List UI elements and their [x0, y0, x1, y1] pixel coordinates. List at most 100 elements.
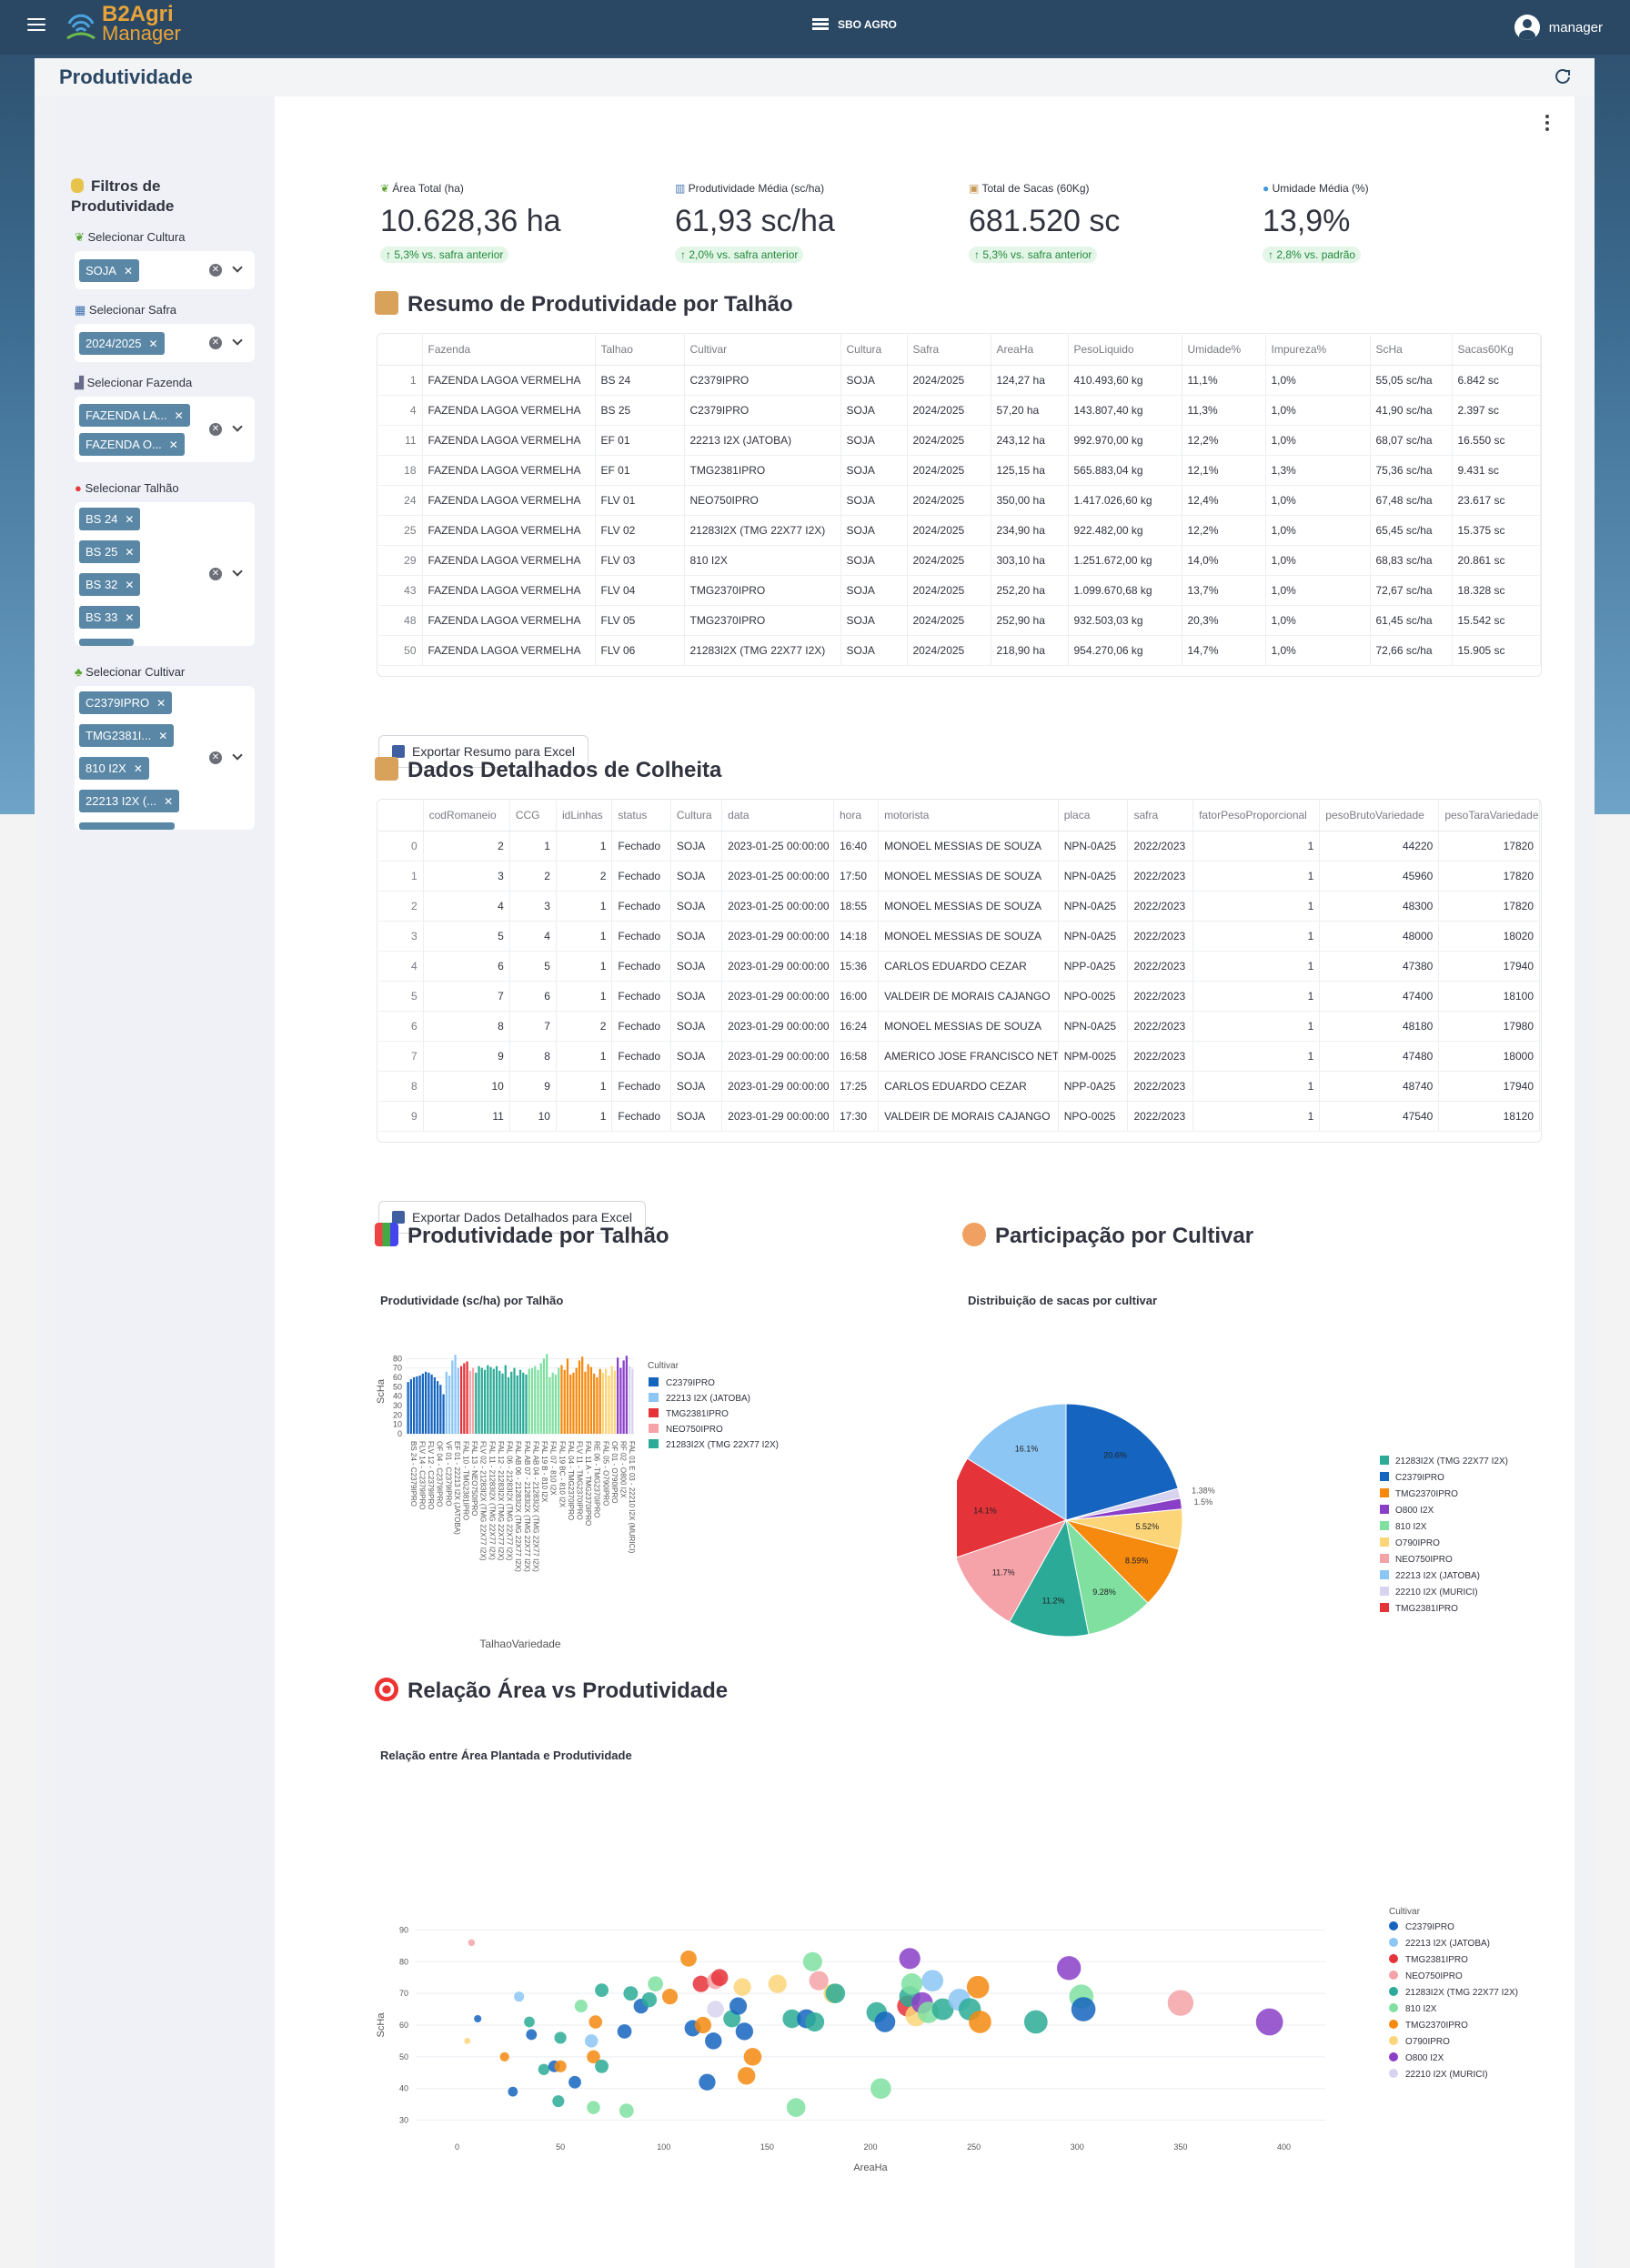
column-header[interactable]: motorista [878, 801, 1059, 832]
table-row[interactable]: 1 FAZENDA LAGOA VERMELHA BS 24 C2379IPRO SOJ… [378, 365, 1541, 396]
chip-talhao-2[interactable]: BS 25 ✕ [79, 540, 141, 563]
table-row[interactable]: 3 5 4 1 Fechado SOJA 2023-01-29 00:00:00 14:18 M… [378, 921, 1540, 952]
column-header[interactable] [378, 801, 424, 832]
remove-chip-icon[interactable]: ✕ [156, 697, 166, 710]
chip-safra[interactable]: 2024/2025 ✕ [79, 332, 165, 355]
column-header[interactable]: PesoLiquido [1068, 335, 1182, 366]
column-header[interactable]: AreaHa [991, 335, 1069, 366]
filter-safra-select[interactable]: 2024/2025 ✕ ✕ [75, 324, 255, 362]
clear-icon[interactable]: ✕ [209, 423, 222, 436]
clear-icon[interactable]: ✕ [209, 264, 222, 277]
detalhe-table[interactable]: codRomaneio CCG idLinhas status Cultura data h… [378, 801, 1540, 1132]
clear-icon[interactable]: ✕ [209, 337, 222, 349]
table-row[interactable]: 11 FAZENDA LAGOA VERMELHA EF 01 22213 I2X (… [378, 425, 1541, 456]
chip-fazenda-1[interactable]: FAZENDA LA... ✕ [79, 404, 190, 427]
resumo-table[interactable]: Fazenda Talhao Cultivar Cultura Safra AreaHa P… [378, 335, 1541, 666]
column-header[interactable]: codRomaneio [423, 801, 510, 832]
export-resumo-button[interactable]: Exportar Resumo para Excel [378, 735, 589, 768]
column-header[interactable]: Cultura [670, 801, 723, 832]
table-row[interactable]: 0 2 1 1 Fechado SOJA 2023-01-25 00:00:00 16:40 M… [378, 831, 1540, 862]
column-header[interactable]: CCG [509, 801, 557, 832]
filter-cultura-select[interactable]: SOJA ✕ ✕ [75, 251, 255, 289]
table-row[interactable]: 5 7 6 1 Fechado SOJA 2023-01-29 00:00:00 16:00 V… [378, 981, 1540, 1012]
table-row[interactable]: 29 FAZENDA LAGOA VERMELHA FLV 03 810 I2X SOJ… [378, 545, 1541, 576]
table-row[interactable]: 6 8 7 2 Fechado SOJA 2023-01-29 00:00:00 16:24 M… [378, 1011, 1540, 1042]
remove-chip-icon[interactable]: ✕ [125, 546, 135, 559]
chip-cultivar-1[interactable]: C2379IPRO ✕ [79, 691, 173, 714]
table-row[interactable]: 7 9 8 1 Fechado SOJA 2023-01-29 00:00:00 16:58 A… [378, 1041, 1540, 1072]
filter-fazenda-select[interactable]: FAZENDA LA... ✕ FAZENDA O... ✕ ✕ [75, 397, 255, 462]
column-header[interactable]: Cultivar [684, 335, 841, 366]
chevron-down-icon[interactable] [233, 751, 242, 761]
chevron-down-icon[interactable] [233, 568, 242, 577]
table-row[interactable]: 1 3 2 2 Fechado SOJA 2023-01-25 00:00:00 17:50 M… [378, 861, 1540, 892]
chip-talhao-4[interactable]: BS 33 ✕ [79, 606, 141, 629]
column-header[interactable]: fatorPesoProporcional [1192, 801, 1321, 832]
column-header[interactable]: idLinhas [556, 801, 613, 832]
user-menu[interactable]: manager [1514, 15, 1603, 40]
column-header[interactable]: pesoBrutoVariedade [1319, 801, 1440, 832]
column-header[interactable]: Impureza% [1265, 335, 1371, 366]
pie-chart[interactable]: 20.6% 1.38% 1.5% 5.52% 8.59% 9.28% 11.2% 11.7% 1… [957, 1343, 1557, 1643]
remove-chip-icon[interactable]: ✕ [164, 795, 174, 808]
chip-talhao-1[interactable]: BS 24 ✕ [79, 508, 141, 530]
chip-cultivar-4[interactable]: 22213 I2X (... ✕ [79, 790, 180, 812]
chip-fazenda-2[interactable]: FAZENDA O... ✕ [79, 433, 185, 456]
column-header[interactable] [378, 335, 423, 366]
column-header[interactable]: Umidade% [1182, 335, 1266, 366]
chip-cultivar-3[interactable]: 810 I2X ✕ [79, 757, 149, 780]
chip-cultura[interactable]: SOJA ✕ [79, 259, 140, 282]
table-row[interactable]: 4 FAZENDA LAGOA VERMELHA BS 25 C2379IPRO SOJ… [378, 395, 1541, 426]
column-header[interactable]: Cultura [840, 335, 908, 366]
remove-chip-icon[interactable]: ✕ [174, 409, 184, 422]
table-row[interactable]: 50 FAZENDA LAGOA VERMELHA FLV 06 21283I2X (… [378, 635, 1541, 666]
table-row[interactable]: 25 FAZENDA LAGOA VERMELHA FLV 02 21283I2X (… [378, 515, 1541, 546]
remove-chip-icon[interactable]: ✕ [158, 730, 168, 742]
table-row[interactable]: 4 6 5 1 Fechado SOJA 2023-01-29 00:00:00 15:36 C… [378, 951, 1540, 982]
column-header[interactable]: Fazenda [422, 335, 596, 366]
column-header[interactable]: pesoTaraVariedade [1438, 801, 1540, 832]
table-row[interactable]: 48 FAZENDA LAGOA VERMELHA FLV 05 TMG2370IPR… [378, 605, 1541, 636]
table-row[interactable]: 2 4 3 1 Fechado SOJA 2023-01-25 00:00:00 18:55 M… [378, 891, 1540, 922]
table-row[interactable]: 24 FAZENDA LAGOA VERMELHA FLV 01 NEO750IPRO… [378, 485, 1541, 516]
remove-chip-icon[interactable]: ✕ [168, 438, 178, 451]
scatter-point [464, 2037, 471, 2044]
remove-chip-icon[interactable]: ✕ [125, 611, 135, 624]
clear-icon[interactable]: ✕ [209, 751, 222, 764]
chip-talhao-3[interactable]: BS 32 ✕ [79, 573, 141, 596]
remove-chip-icon[interactable]: ✕ [125, 513, 135, 526]
column-header[interactable]: Talhao [595, 335, 685, 366]
remove-chip-icon[interactable]: ✕ [148, 338, 158, 350]
column-header[interactable]: data [721, 801, 834, 832]
export-detalhe-button[interactable]: Exportar Dados Detalhados para Excel [378, 1201, 647, 1234]
column-header[interactable]: safra [1127, 801, 1194, 832]
hamburger-menu-icon[interactable] [27, 18, 45, 33]
column-header[interactable]: Safra [907, 335, 991, 366]
table-row[interactable]: 9 11 10 1 Fechado SOJA 2023-01-29 00:00:00 17:3… [378, 1101, 1540, 1132]
app-logo[interactable]: B2Agri Manager [64, 4, 181, 44]
table-row[interactable]: 43 FAZENDA LAGOA VERMELHA FLV 04 TMG2370IPR… [378, 575, 1541, 606]
remove-chip-icon[interactable]: ✕ [125, 579, 135, 591]
remove-chip-icon[interactable]: ✕ [133, 762, 143, 775]
clear-icon[interactable]: ✕ [209, 568, 222, 580]
filter-talhao-select[interactable]: BS 24 ✕ BS 25 ✕ BS 32 ✕ BS 33 ✕ ✕ [75, 502, 255, 646]
more-options-icon[interactable] [1545, 115, 1549, 134]
chevron-down-icon[interactable] [233, 423, 242, 432]
company-selector[interactable]: SBO AGRO [812, 18, 897, 31]
refresh-icon[interactable] [1554, 67, 1572, 86]
table-row[interactable]: 8 10 9 1 Fechado SOJA 2023-01-29 00:00:00 17:25… [378, 1071, 1540, 1102]
chip-cultivar-2[interactable]: TMG2381I... ✕ [79, 724, 175, 747]
column-header[interactable]: Sacas60Kg [1452, 335, 1541, 366]
column-header[interactable]: placa [1058, 801, 1129, 832]
chevron-down-icon[interactable] [233, 264, 242, 273]
filter-cultivar-select[interactable]: C2379IPRO ✕ TMG2381I... ✕ 810 I2X ✕ 22213 I… [75, 686, 255, 830]
table-cell: CARLOS EDUARDO CEZAR [878, 1071, 1059, 1102]
column-header[interactable]: hora [833, 801, 880, 832]
table-row[interactable]: 18 FAZENDA LAGOA VERMELHA EF 01 TMG2381IPRO… [378, 455, 1541, 486]
scatter-chart[interactable]: 30 40 50 60 70 80 90 0 50 100 150 200 250 300 350 400 Sc… [375, 1789, 1557, 2180]
column-header[interactable]: status [611, 801, 671, 832]
column-header[interactable]: ScHa [1370, 335, 1453, 366]
remove-chip-icon[interactable]: ✕ [123, 265, 134, 277]
chevron-down-icon[interactable] [233, 337, 242, 346]
